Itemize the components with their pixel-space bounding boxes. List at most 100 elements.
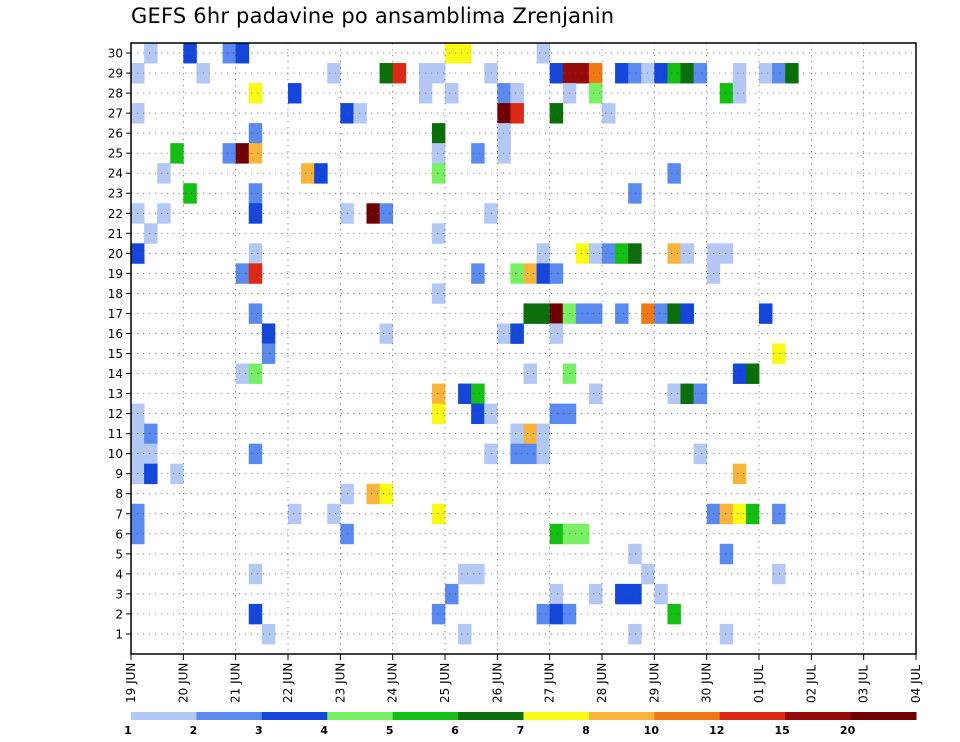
heatmap-cell [510, 323, 524, 344]
heatmap-cell [458, 43, 472, 64]
colorbar-segment [458, 712, 524, 720]
x-tick-label: 04 JUL [909, 665, 923, 703]
heatmap-cell [575, 303, 590, 324]
heatmap-cell [261, 343, 276, 364]
heatmap-cell [575, 523, 590, 545]
heatmap-cell [549, 263, 564, 284]
colorbar-segment [261, 712, 328, 720]
y-tick-label: 4 [115, 567, 123, 581]
colorbar-segment [785, 712, 852, 720]
heatmap-cell [301, 163, 315, 184]
grid-lines [131, 43, 916, 654]
y-tick-label: 22 [108, 207, 123, 221]
heatmap-cell [523, 303, 537, 324]
colorbar-tick-label: 12 [709, 724, 724, 737]
heatmap-cell [693, 63, 708, 84]
x-tick-label: 22 JUN [281, 663, 295, 703]
heatmap-cell [157, 203, 171, 224]
colorbar-tick-label: 20 [840, 724, 856, 737]
colorbar-tick-label: 1 [124, 724, 132, 737]
heatmap-cell [431, 223, 446, 244]
heatmap-cell [248, 243, 263, 264]
heatmap-cell [431, 143, 446, 164]
y-tick-label: 24 [108, 167, 123, 181]
heatmap-cell [549, 603, 564, 625]
heatmap-cell [772, 63, 786, 84]
heatmap-cell [536, 263, 551, 284]
heatmap-cell [602, 243, 616, 264]
x-tick-label: 26 JUN [490, 663, 504, 703]
heatmap-cell [680, 63, 694, 84]
heatmap-cell [536, 243, 551, 264]
heatmap-cell [431, 503, 446, 525]
heatmap-cell [588, 243, 603, 264]
heatmap-cell [144, 443, 158, 465]
x-tick-label: 03 JUL [857, 665, 871, 703]
heatmap-cell [248, 443, 263, 465]
y-tick-label: 28 [108, 87, 123, 101]
heatmap-cell [667, 603, 681, 625]
heatmap-cell [772, 503, 786, 525]
heatmap-cell [667, 303, 681, 324]
heatmap-cell [431, 283, 446, 304]
y-tick-label: 13 [108, 387, 123, 401]
heatmap-cell [628, 543, 642, 565]
heatmap-cell [549, 63, 564, 84]
heatmap-cell [431, 383, 446, 404]
x-tick-label: 01 JUL [752, 665, 766, 703]
heatmap-cell [510, 443, 524, 465]
y-tick-label: 25 [108, 147, 123, 161]
y-tick-label: 26 [108, 127, 123, 141]
x-tick-label: 25 JUN [438, 663, 452, 703]
heatmap-cell [523, 263, 537, 284]
x-tick-label: 19 JUN [124, 663, 138, 703]
chart-title: GEFS 6hr padavine po ansamblima Zrenjani… [131, 4, 615, 28]
y-tick-label: 16 [108, 327, 123, 341]
heatmap-cell [759, 63, 773, 84]
heatmap-cell [745, 503, 760, 525]
colorbar-segment [523, 712, 590, 720]
heatmap-cell [157, 163, 171, 184]
heatmap-cell [144, 223, 158, 244]
heatmap-cell [248, 263, 263, 284]
heatmap-cell [667, 243, 681, 264]
heatmap-cell [719, 503, 734, 525]
colorbar-segment [327, 712, 394, 720]
heatmap-cell [628, 623, 642, 645]
heatmap-cell [248, 183, 263, 204]
y-tick-label: 18 [108, 287, 123, 301]
y-tick-label: 5 [115, 547, 123, 561]
heatmap-cell [445, 83, 459, 104]
heatmap-cell [588, 303, 603, 324]
heatmap-cell [549, 103, 564, 124]
heatmap-cell [536, 603, 551, 625]
heatmap-cell [732, 63, 747, 84]
y-tick-label: 29 [108, 67, 123, 81]
heatmap-cell [235, 43, 250, 64]
heatmap-cell [523, 423, 537, 445]
heatmap-cell [536, 43, 551, 64]
heatmap-cell [248, 83, 263, 104]
heatmap-cell [235, 263, 250, 284]
colorbar-segment [196, 712, 263, 720]
x-tick-label: 28 JUN [595, 663, 609, 703]
colorbar-segment [392, 712, 459, 720]
heatmap-cell [392, 63, 407, 84]
heatmap-cell [536, 443, 551, 465]
heatmap-cell [693, 383, 708, 404]
x-tick-label: 21 JUN [229, 663, 243, 703]
heatmap-cell [458, 563, 472, 585]
heatmap-cell [379, 323, 394, 344]
colorbar-tick-label: 7 [517, 724, 525, 737]
heatmap-cell [484, 63, 498, 84]
heatmap-cell [379, 63, 394, 84]
heatmap-cell [628, 583, 642, 605]
colorbar-tick-label: 2 [190, 724, 198, 737]
heatmap-cell [523, 443, 537, 465]
y-tick-label: 1 [115, 627, 123, 641]
heatmap-cell [379, 483, 394, 505]
y-tick-label: 8 [115, 487, 123, 501]
heatmap-cell [588, 63, 603, 84]
colorbar-segment [719, 712, 786, 720]
heatmap-cell [379, 203, 394, 224]
